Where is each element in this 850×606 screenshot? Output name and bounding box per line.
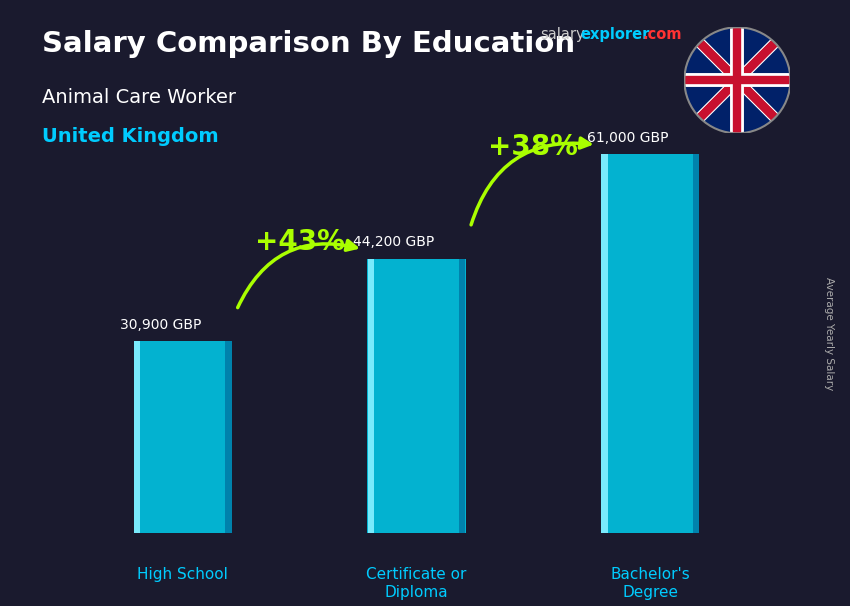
Text: Average Yearly Salary: Average Yearly Salary: [824, 277, 834, 390]
Text: explorer: explorer: [581, 27, 650, 42]
Text: Bachelor's
Degree: Bachelor's Degree: [610, 567, 690, 600]
Bar: [459, 259, 465, 533]
Text: +43%: +43%: [255, 228, 344, 256]
Bar: [367, 259, 466, 533]
Text: +38%: +38%: [489, 133, 578, 161]
Text: High School: High School: [138, 567, 228, 582]
Bar: [368, 259, 374, 533]
Text: Certificate or
Diploma: Certificate or Diploma: [366, 567, 467, 600]
Bar: [601, 154, 700, 533]
Bar: [693, 154, 699, 533]
Bar: [225, 341, 231, 533]
Bar: [133, 341, 232, 533]
Text: 61,000 GBP: 61,000 GBP: [587, 131, 669, 145]
Bar: [602, 154, 608, 533]
Text: United Kingdom: United Kingdom: [42, 127, 219, 146]
Text: Salary Comparison By Education: Salary Comparison By Education: [42, 30, 575, 58]
Bar: [134, 341, 140, 533]
Text: .com: .com: [643, 27, 682, 42]
Text: 44,200 GBP: 44,200 GBP: [354, 235, 434, 249]
Text: Animal Care Worker: Animal Care Worker: [42, 88, 236, 107]
Text: salary: salary: [540, 27, 584, 42]
Text: 30,900 GBP: 30,900 GBP: [120, 318, 201, 332]
